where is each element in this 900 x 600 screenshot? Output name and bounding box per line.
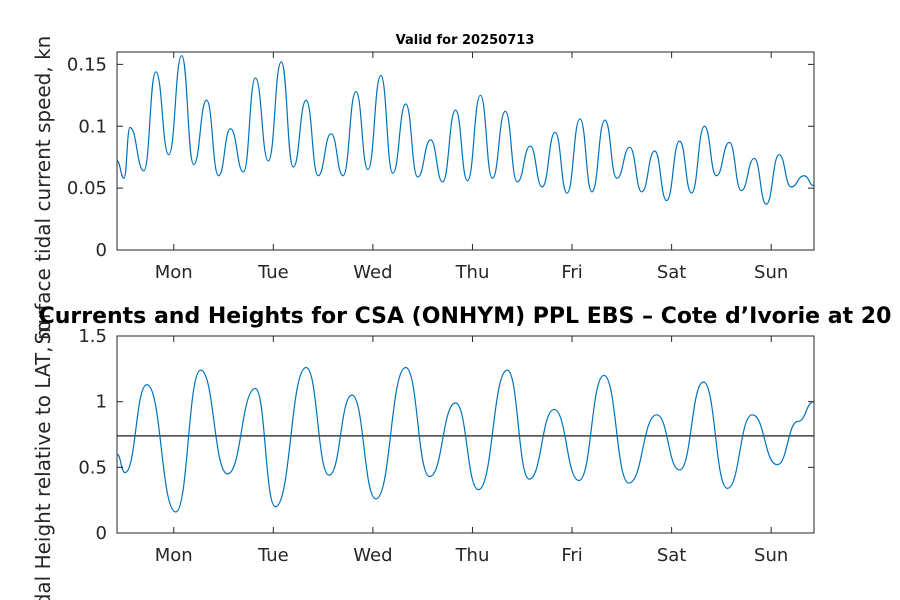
current-y-tick-label: 0.05 (67, 178, 107, 199)
height-x-tick-label: Wed (353, 545, 392, 566)
height-y-tick-labels: 0 0.5 1 1.5 (78, 326, 107, 544)
current-y-tick-label: 0 (96, 240, 107, 261)
current-x-tick-label: Fri (561, 262, 582, 283)
height-y-tick-label: 0.5 (78, 457, 107, 478)
current-axes-box (116, 51, 815, 251)
current-x-tick-label: Tue (257, 262, 289, 283)
current-x-tick-label: Wed (353, 262, 392, 283)
current-x-tick-label: Mon (155, 262, 193, 283)
height-x-tick-label: Sun (754, 545, 788, 566)
current-y-tick-labels: 0 0.05 0.1 0.15 (67, 54, 107, 261)
tidal-height-series (116, 366, 815, 513)
height-y-tick-label: 1 (96, 392, 107, 413)
current-speed-plot: Valid for 20250713 0 0.05 0.1 0.15 Mon Tue We… (31, 33, 815, 345)
height-y-tick-label: 0 (96, 523, 107, 544)
height-y-tick-label: 1.5 (78, 326, 107, 347)
current-x-tick-label: Thu (455, 262, 490, 283)
current-x-tick-label: Sun (754, 262, 788, 283)
height-x-tick-labels: Mon Tue Wed Thu Fri Sat Sun (155, 545, 789, 566)
height-x-tick-label: Mon (155, 545, 193, 566)
current-tick-marks (117, 52, 814, 251)
height-x-tick-label: Tue (257, 545, 289, 566)
current-y-tick-label: 0.15 (67, 54, 107, 75)
height-y-axis-label: Tidal Height relative to LAT, m (31, 321, 55, 600)
current-speed-series (116, 55, 815, 205)
height-tick-marks (117, 335, 814, 534)
height-x-tick-label: Fri (561, 545, 582, 566)
height-series-line (116, 366, 815, 513)
current-x-tick-labels: Mon Tue Wed Thu Fri Sat Sun (155, 262, 789, 283)
current-y-tick-label: 0.1 (78, 116, 107, 137)
current-plot-title: Valid for 20250713 (396, 33, 535, 48)
current-y-axis-label: Surface tidal current speed, kn (31, 36, 55, 345)
current-x-tick-label: Sat (657, 262, 687, 283)
height-axes-box (116, 335, 815, 534)
height-plot-title: Currents and Heights for CSA (ONHYM) PPL… (39, 304, 892, 329)
current-series-line (116, 55, 815, 205)
tidal-height-plot: Currents and Heights for CSA (ONHYM) PPL… (31, 304, 891, 600)
height-x-tick-label: Thu (455, 545, 490, 566)
height-x-tick-label: Sat (657, 545, 687, 566)
